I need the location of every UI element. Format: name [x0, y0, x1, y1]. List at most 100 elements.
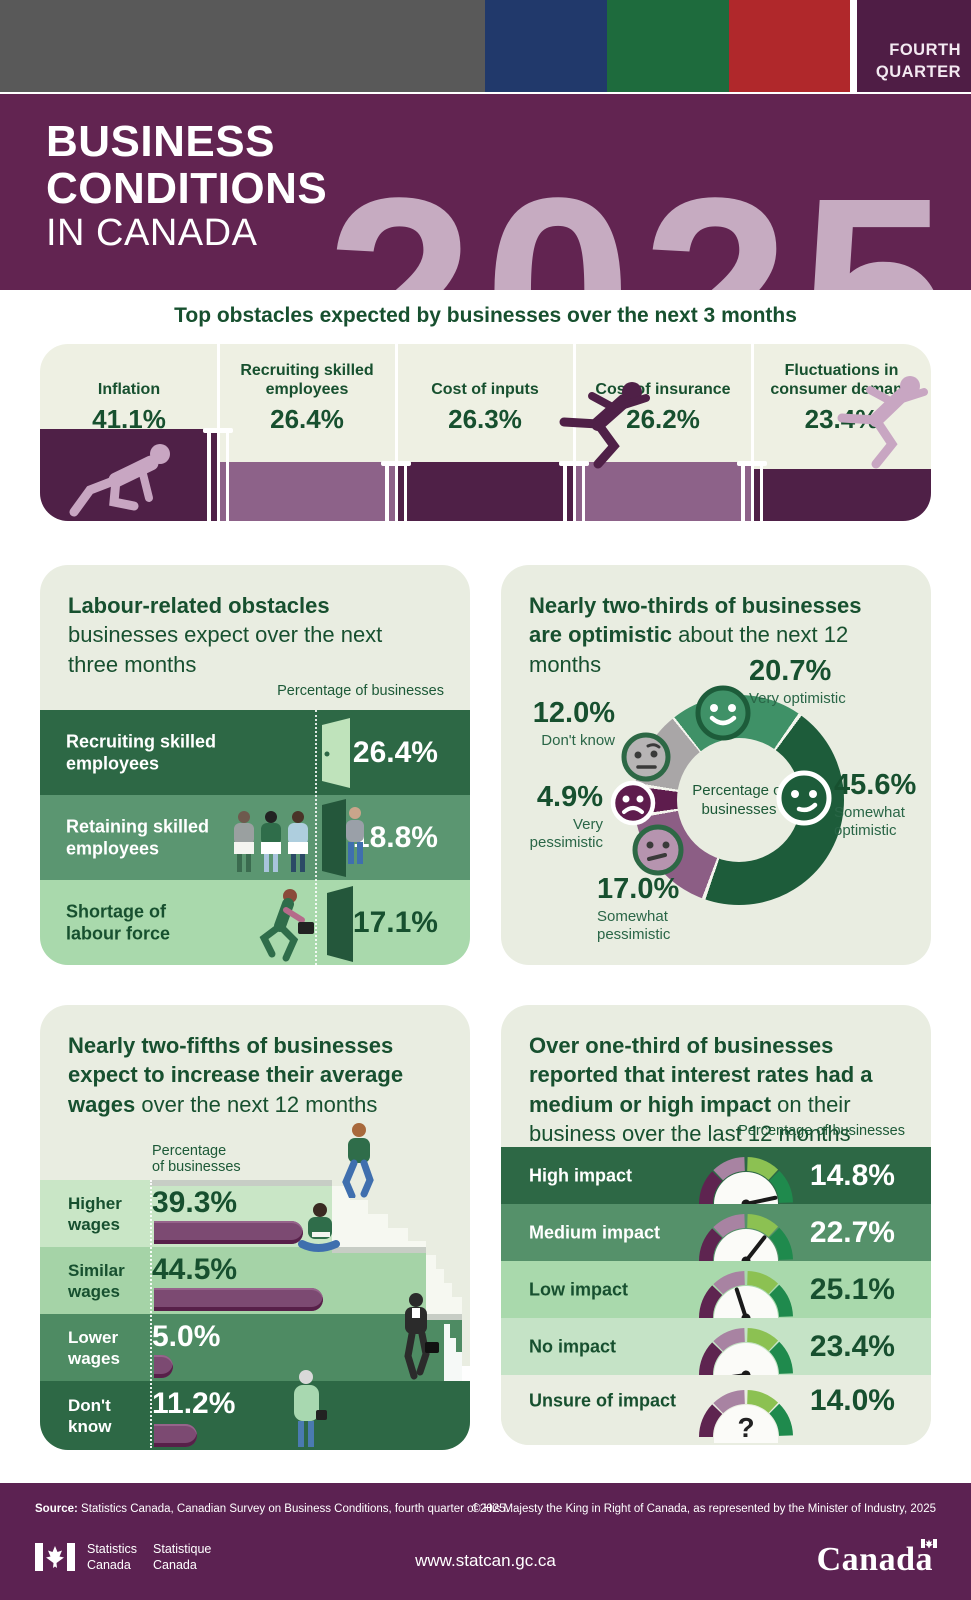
canada-wordmark: Canada — [816, 1539, 937, 1579]
impact-row-label: Unsure of impact — [529, 1390, 677, 1411]
optimism-title-bold: Nearly two-thirds of businesses are opti… — [529, 593, 862, 648]
labour-title-rest: businesses expect over the next three mo… — [68, 622, 383, 677]
impact-row-unsure: Unsure of impact ? 14.0% — [501, 1375, 931, 1445]
wage-row-similar: Similar wages 44.5% — [40, 1247, 426, 1314]
donut-value: 20.7% — [749, 655, 832, 687]
donut-label-very-optimistic: 20.7% Very optimistic — [749, 657, 846, 708]
sprinter-start-icon — [69, 444, 170, 517]
top-band: FOURTH QUARTER — [0, 0, 971, 94]
source-note: Source: Statistics Canada, Canadian Surv… — [35, 1503, 509, 1515]
wage-row-label: Higher wages — [68, 1193, 122, 1234]
wage-row-value: 44.5% — [152, 1253, 238, 1286]
interest-title-rest: on their business over the last 12 month… — [529, 1091, 851, 1147]
optimism-card: Nearly two-thirds of businesses are opti… — [501, 565, 931, 965]
wage-row-label: Similar wages — [68, 1260, 125, 1301]
labour-bar-chart: Recruiting skilled employees 26.4% Retai… — [40, 710, 470, 965]
impact-row-label: No impact — [529, 1336, 617, 1356]
obstacles-section-title: Top obstacles expected by businesses ove… — [174, 304, 797, 327]
axis-line2: of businesses — [152, 1159, 241, 1175]
agency-fr2: Canada — [153, 1558, 197, 1573]
title-banner: 2025 BUSINESS CONDITIONS IN CANADA — [0, 94, 971, 290]
statcan-logo: Statistics Canada Statistique Canada — [35, 1541, 211, 1574]
donut-sublabel: Very optimistic — [749, 690, 846, 707]
question-mark-glyph: ? — [737, 1412, 754, 1443]
staircase-icon — [332, 1180, 426, 1247]
wages-title-rest: over the next 12 months — [135, 1091, 378, 1117]
gauge-needle — [741, 1195, 778, 1204]
decor-green-square — [607, 0, 729, 92]
staircase-icon — [426, 1247, 462, 1314]
staircase-icon — [444, 1314, 470, 1381]
interest-title-bold: Over one-third of businesses reported th… — [529, 1033, 873, 1117]
donut-sublabel: Somewhat pessimistic — [597, 908, 671, 943]
wage-bar — [154, 1221, 303, 1244]
title-line3: IN CANADA — [46, 212, 258, 255]
axis-line1: Percentage — [152, 1143, 227, 1159]
impact-row-value: 14.0% — [809, 1384, 895, 1417]
source-text: Statistics Canada, Canadian Survey on Bu… — [77, 1503, 509, 1515]
impact-row-value: 22.7% — [809, 1215, 895, 1249]
column-divider — [573, 344, 576, 521]
labour-row-retaining: Retaining skilled employees 18.8% — [40, 795, 470, 880]
donut-sublabel: Don't know — [541, 732, 615, 749]
column-divider — [217, 344, 220, 521]
column-divider — [751, 344, 754, 521]
donut-value: 4.9% — [536, 781, 603, 813]
hurdler-dark-icon — [559, 382, 650, 469]
labour-card-title: Labour-related obstacles businesses expe… — [68, 591, 428, 679]
statcan-flag-icon — [35, 1543, 75, 1572]
donut-value: 17.0% — [597, 873, 680, 905]
agency-fr: Statistique — [153, 1542, 212, 1556]
labour-row-value: 18.8% — [352, 820, 438, 854]
elderly-person-icon — [294, 1370, 327, 1447]
obstacles-hurdles-chart: Inflation 41.1% Recruiting skilled emplo… — [40, 344, 931, 521]
obstacle-value: 26.4% — [270, 404, 344, 434]
title-line2: CONDITIONS — [46, 164, 328, 214]
wage-row-dont-know: Don't know 11.2% — [40, 1381, 470, 1450]
chart-baseline-divider — [150, 1180, 152, 1448]
gauge-icon — [698, 1328, 793, 1375]
wage-row-higher: Higher wages 39.3% — [40, 1180, 332, 1247]
column-divider — [395, 344, 398, 521]
copyright-note: © His Majesty the King in Right of Canad… — [471, 1503, 936, 1515]
statcan-url: www.statcan.gc.ca — [415, 1551, 556, 1570]
stair-platform — [426, 1314, 462, 1320]
donut-label-somewhat-optimistic: 45.6% Somewhat optimistic — [834, 771, 916, 840]
interest-card-title: Over one-third of businesses reported th… — [529, 1031, 909, 1149]
somewhat-optimistic-face-icon — [776, 770, 832, 826]
impact-row-label: High impact — [529, 1165, 633, 1185]
statcan-logo-text: Statistics Canada Statistique Canada — [87, 1541, 211, 1574]
labour-row-label: Recruiting skilled employees — [66, 731, 217, 774]
impact-row-value: 14.8% — [809, 1158, 895, 1192]
sitting-person-icon — [298, 1203, 340, 1252]
wages-axis-label: Percentage of businesses — [152, 1143, 241, 1175]
impact-row-low: Low impact 25.1% — [501, 1261, 931, 1318]
canada-wordmark-text: Canada — [816, 1541, 933, 1578]
obstacle-value: 26.2% — [626, 404, 700, 434]
gauge-icon — [698, 1214, 793, 1261]
wages-title-bold: Nearly two-fifths of businesses expect t… — [68, 1033, 404, 1117]
gauge-unsure-icon: ? — [698, 1390, 793, 1443]
obstacle-bar — [574, 462, 752, 521]
open-door-icon — [322, 718, 350, 788]
interest-axis-label: Percentage of businesses — [738, 1123, 905, 1139]
donut-center-text: Percentage of businesses — [692, 781, 786, 819]
obstacle-col-recruiting: Recruiting skilled employees 26.4% — [218, 344, 398, 521]
labour-row-label: Shortage of labour force — [66, 901, 171, 944]
donut-label-very-pessimistic: 4.9% Very pessimistic — [511, 783, 603, 852]
obstacle-col-inputs: Cost of inputs 26.3% — [396, 344, 576, 521]
impact-row-label: Low impact — [529, 1279, 629, 1299]
decor-gray-block — [0, 0, 485, 92]
optimism-title-rest: about the next 12 months — [529, 622, 849, 677]
year-watermark: 2025 — [326, 158, 958, 290]
obstacle-label: Recruiting skilled employees — [240, 361, 374, 399]
labour-obstacles-card: Labour-related obstacles businesses expe… — [40, 565, 470, 965]
labour-row-value: 26.4% — [352, 735, 438, 769]
interest-impact-card: Over one-third of businesses reported th… — [501, 1005, 931, 1445]
obstacle-col-insurance: Cost of insurance 26.2% — [574, 344, 754, 521]
labour-axis-label: Percentage of businesses — [277, 683, 444, 699]
donut-value: 45.6% — [834, 769, 917, 801]
source-label: Source: — [35, 1503, 78, 1515]
obstacle-label: Cost of inputs — [431, 381, 539, 399]
gauge-needle — [741, 1235, 767, 1261]
